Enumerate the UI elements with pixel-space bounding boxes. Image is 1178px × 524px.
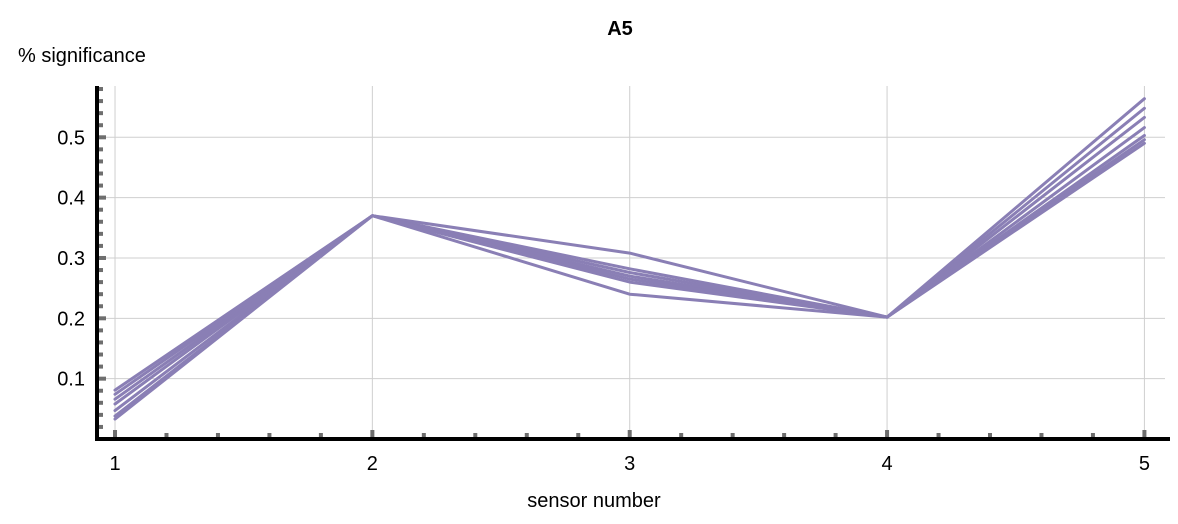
x-minor-tick xyxy=(730,433,735,437)
x-minor-tick xyxy=(833,433,838,437)
x-major-tick xyxy=(885,430,890,437)
axes xyxy=(95,86,1170,441)
x-minor-tick xyxy=(988,433,993,437)
y-minor-tick xyxy=(99,111,103,116)
y-tick-label: 0.2 xyxy=(57,308,85,330)
x-minor-tick xyxy=(936,433,941,437)
y-minor-tick xyxy=(99,412,103,417)
y-minor-tick xyxy=(99,99,103,104)
y-minor-tick xyxy=(99,243,103,248)
y-tick-label: 0.5 xyxy=(57,127,85,149)
x-tick-label: 3 xyxy=(624,453,635,475)
x-minor-tick xyxy=(1039,433,1044,437)
x-major-tick xyxy=(1142,430,1147,437)
x-minor-tick xyxy=(782,433,787,437)
y-major-tick xyxy=(99,135,106,140)
x-minor-tick xyxy=(267,433,272,437)
y-tick-label: 0.4 xyxy=(57,188,85,210)
x-minor-tick xyxy=(576,433,581,437)
y-minor-tick xyxy=(99,340,103,345)
y-minor-tick xyxy=(99,123,103,128)
x-minor-tick xyxy=(679,433,684,437)
y-minor-tick xyxy=(99,171,103,176)
x-tick-label: 4 xyxy=(882,453,893,475)
x-minor-tick xyxy=(215,433,220,437)
y-minor-tick xyxy=(99,424,103,429)
y-minor-tick xyxy=(99,268,103,273)
series-line xyxy=(113,97,1146,421)
x-tick-label: 2 xyxy=(367,453,378,475)
x-minor-tick xyxy=(1090,433,1095,437)
x-major-tick xyxy=(370,430,375,437)
y-minor-tick xyxy=(99,147,103,152)
y-axis-label: % significance xyxy=(18,45,146,67)
y-minor-tick xyxy=(99,183,103,188)
y-major-tick xyxy=(99,316,106,321)
grid-lines xyxy=(97,86,1165,439)
y-minor-tick xyxy=(99,231,103,236)
x-minor-tick xyxy=(473,433,478,437)
y-tick-label: 0.1 xyxy=(57,369,85,391)
x-minor-tick xyxy=(524,433,529,437)
series-group xyxy=(113,97,1146,421)
y-minor-tick xyxy=(99,304,103,309)
x-minor-tick xyxy=(421,433,426,437)
y-major-tick xyxy=(99,376,106,381)
x-minor-tick xyxy=(318,433,323,437)
y-major-tick xyxy=(99,255,106,260)
x-major-tick xyxy=(113,430,118,437)
y-minor-tick xyxy=(99,207,103,212)
y-minor-tick xyxy=(99,292,103,297)
y-minor-tick xyxy=(99,364,103,369)
y-minor-tick xyxy=(99,87,103,92)
y-major-tick xyxy=(99,195,106,200)
x-minor-tick xyxy=(164,433,169,437)
y-tick-label: 0.3 xyxy=(57,248,85,270)
y-minor-tick xyxy=(99,219,103,224)
y-minor-tick xyxy=(99,328,103,333)
y-minor-tick xyxy=(99,388,103,393)
series-line xyxy=(113,126,1146,406)
y-minor-tick xyxy=(99,159,103,164)
y-minor-tick xyxy=(99,400,103,405)
x-major-tick xyxy=(627,430,632,437)
x-tick-label: 5 xyxy=(1139,453,1150,475)
y-minor-tick xyxy=(99,280,103,285)
y-minor-tick xyxy=(99,352,103,357)
chart-title: A5 xyxy=(607,18,633,40)
tick-labels: 0.1 0.2 0.3 0.4 0.5 1 2 3 4 5 xyxy=(57,127,1150,475)
x-tick-label: 1 xyxy=(109,453,120,475)
x-axis-label: sensor number xyxy=(527,490,661,512)
